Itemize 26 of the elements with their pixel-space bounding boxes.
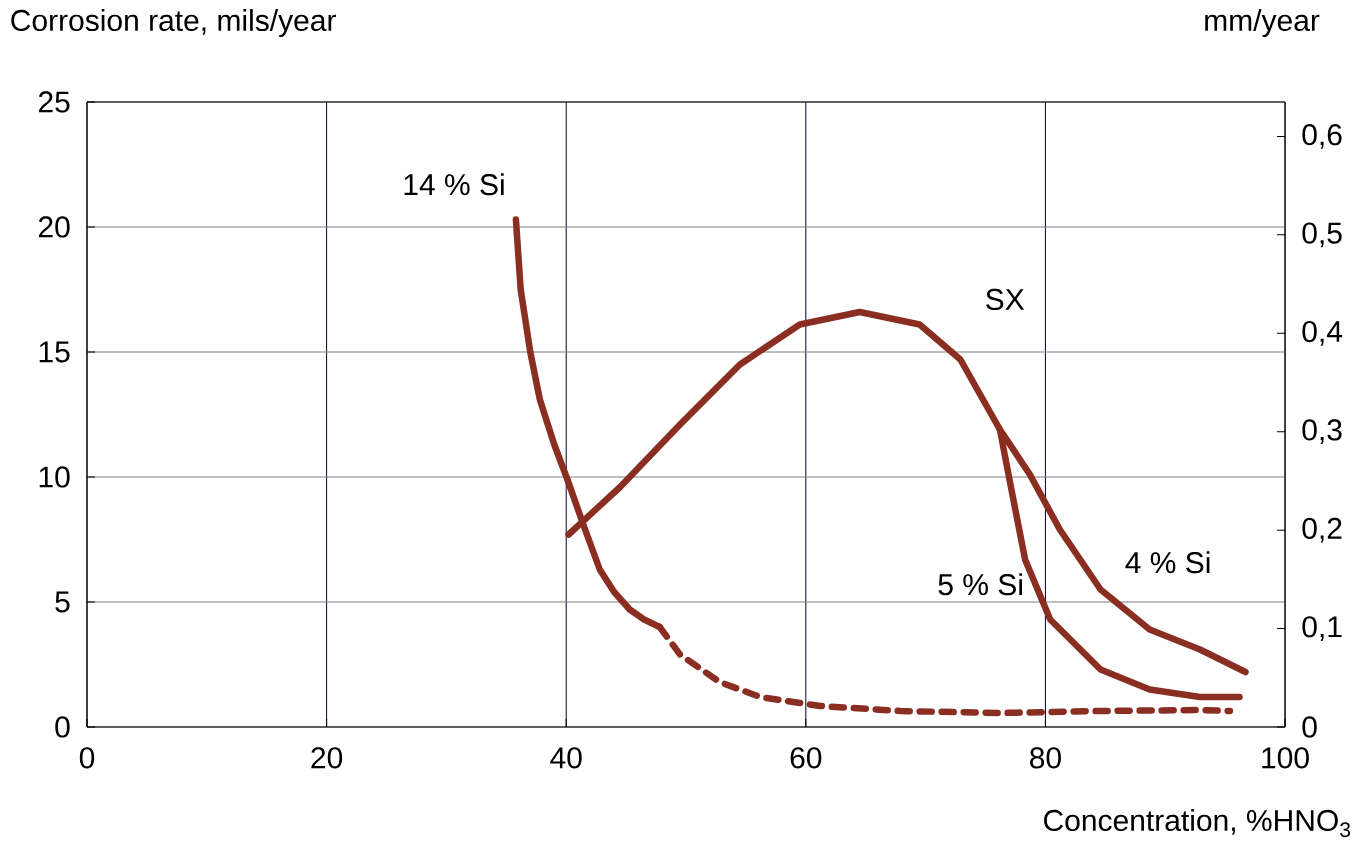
x-tick-label: 100	[1262, 747, 1309, 769]
y2-tick-label: 0,5	[1302, 222, 1342, 248]
x-tick-label: 40	[550, 747, 582, 769]
y2-tick-label: 0,4	[1302, 320, 1343, 346]
y2-tick-label: 0,1	[1302, 616, 1342, 641]
annotation: SX	[986, 288, 1025, 311]
series-label: 4 % Si	[1125, 551, 1210, 574]
x-tick-label: 20	[311, 747, 343, 769]
y-tick-label: 5	[55, 591, 70, 613]
y-tick-label: 20	[38, 216, 70, 238]
x-tick-label: 0	[79, 747, 95, 769]
series-label: 14 % Si	[404, 173, 504, 196]
y-tick-label: 25	[38, 91, 70, 113]
x-tick-label: 60	[790, 747, 822, 769]
y-tick-label: 0	[55, 716, 70, 738]
y2-tick-label: 0,2	[1302, 517, 1342, 543]
y-tick-label: 15	[39, 341, 70, 363]
y-axis-title: Corrosion rate, mils/year	[11, 9, 336, 38]
y2-axis-title: mm/year	[1205, 9, 1320, 38]
y2-tick-label: 0,3	[1302, 419, 1342, 445]
y-tick-label: 10	[39, 466, 70, 488]
x-axis-title: Concentration, %HNO$_{3}$	[1044, 809, 1351, 838]
y2-tick-label: 0	[1302, 716, 1317, 738]
x-tick-label: 80	[1030, 747, 1061, 769]
y2-tick-label: 0,6	[1302, 124, 1342, 149]
series-label: 5 % Si	[938, 573, 1022, 596]
